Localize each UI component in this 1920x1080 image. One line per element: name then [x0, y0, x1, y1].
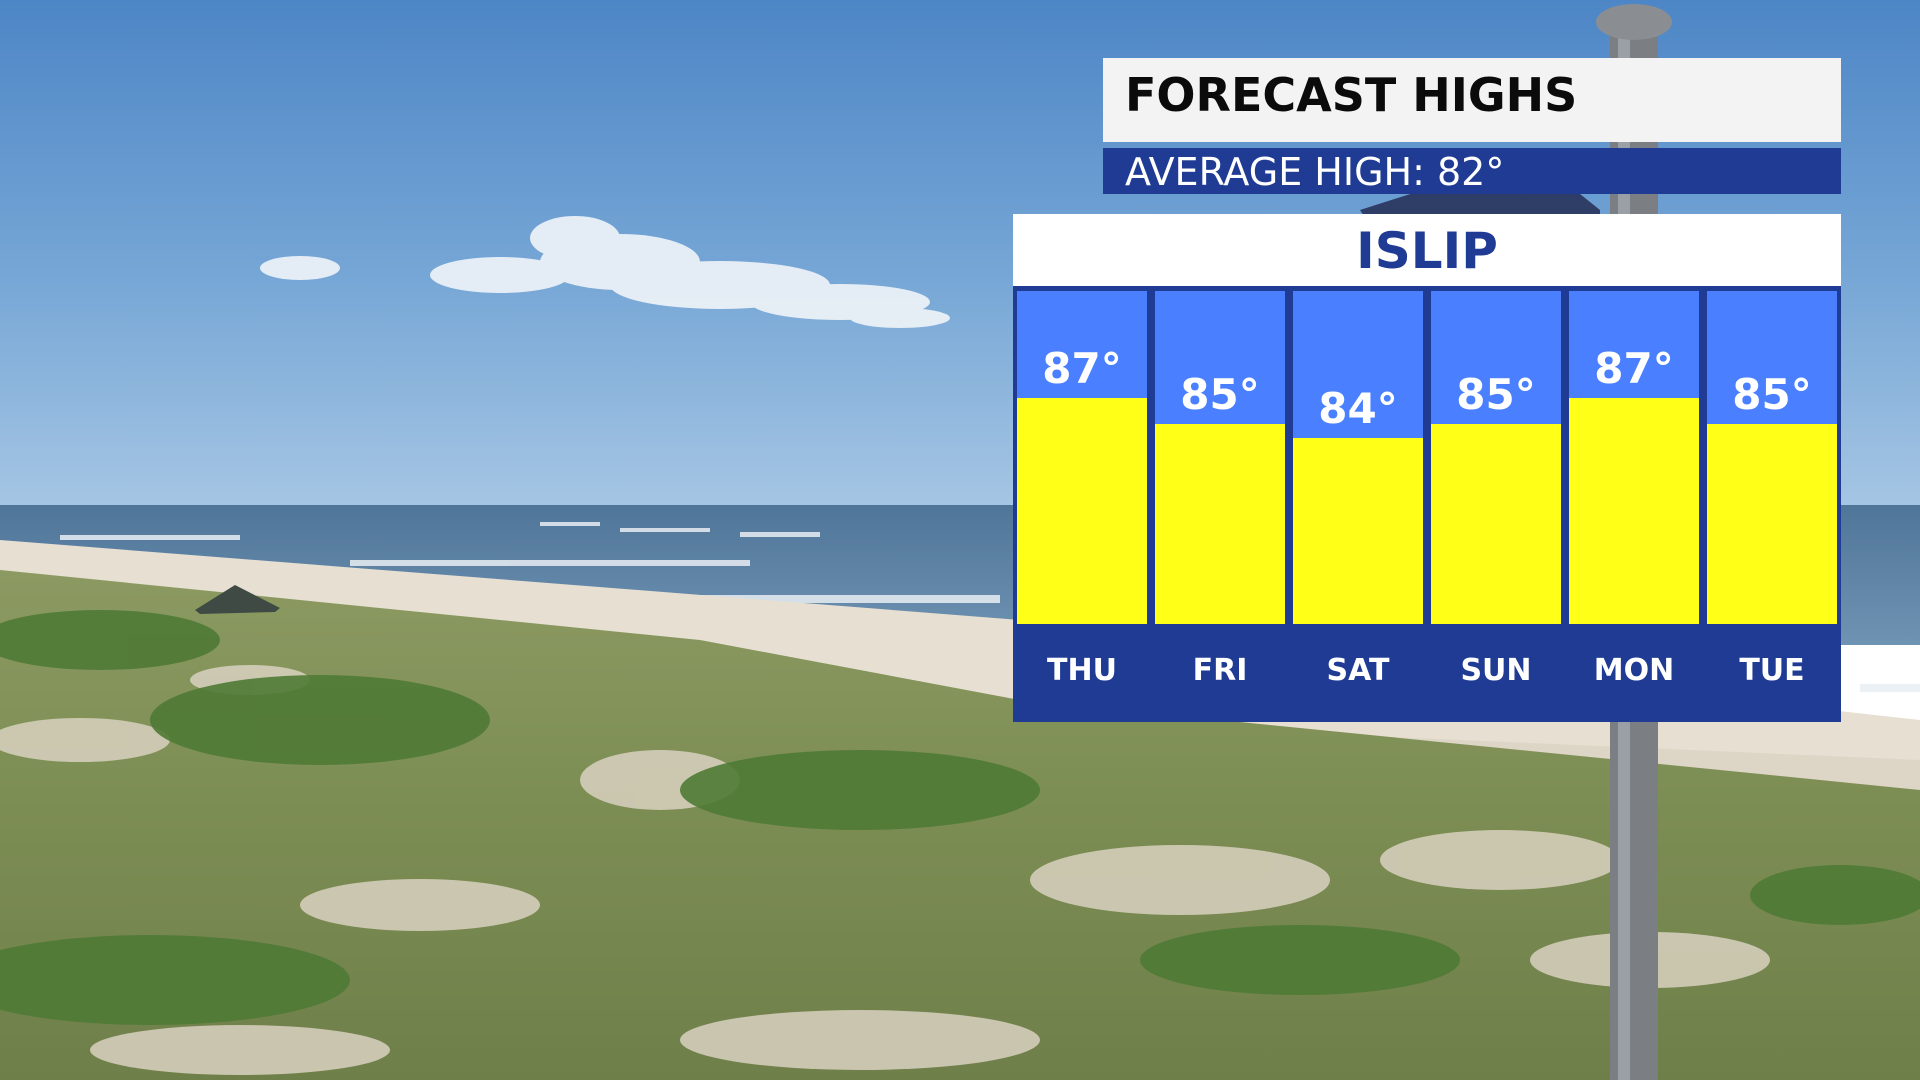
forecast-chart: 87° THU 85° FRI 84° SAT 85° SUN 87° MON 85° TUE	[1013, 286, 1841, 722]
subtitle-banner: AVERAGE HIGH: 82°	[1103, 148, 1841, 194]
forecast-column-tue: 85° TUE	[1707, 291, 1837, 718]
chart-title: FORECAST HIGHS	[1125, 68, 1578, 122]
day-label: THU	[1017, 624, 1147, 718]
temperature-value: 84°	[1318, 384, 1398, 433]
temperature-value: 85°	[1732, 370, 1812, 419]
day-label: SUN	[1431, 624, 1561, 718]
temperature-bar	[1569, 398, 1699, 624]
temperature-value: 85°	[1180, 370, 1260, 419]
location-name: ISLIP	[1356, 222, 1498, 280]
forecast-column-mon: 87° MON	[1569, 291, 1699, 718]
day-label: SAT	[1293, 624, 1423, 718]
temperature-bar	[1155, 424, 1285, 624]
temperature-value: 87°	[1594, 344, 1674, 393]
day-label: TUE	[1707, 624, 1837, 718]
average-high-label: AVERAGE HIGH: 82°	[1125, 150, 1505, 194]
temperature-value: 85°	[1456, 370, 1536, 419]
temperature-bar	[1017, 398, 1147, 624]
location-banner: ISLIP	[1013, 214, 1841, 286]
temperature-value: 87°	[1042, 344, 1122, 393]
forecast-column-sun: 85° SUN	[1431, 291, 1561, 718]
forecast-column-sat: 84° SAT	[1293, 291, 1423, 718]
title-banner: FORECAST HIGHS	[1103, 58, 1841, 142]
day-label: FRI	[1155, 624, 1285, 718]
day-label: MON	[1569, 624, 1699, 718]
forecast-column-thu: 87° THU	[1017, 291, 1147, 718]
forecast-column-fri: 85° FRI	[1155, 291, 1285, 718]
temperature-bar	[1431, 424, 1561, 624]
temperature-bar	[1707, 424, 1837, 624]
temperature-bar	[1293, 438, 1423, 624]
